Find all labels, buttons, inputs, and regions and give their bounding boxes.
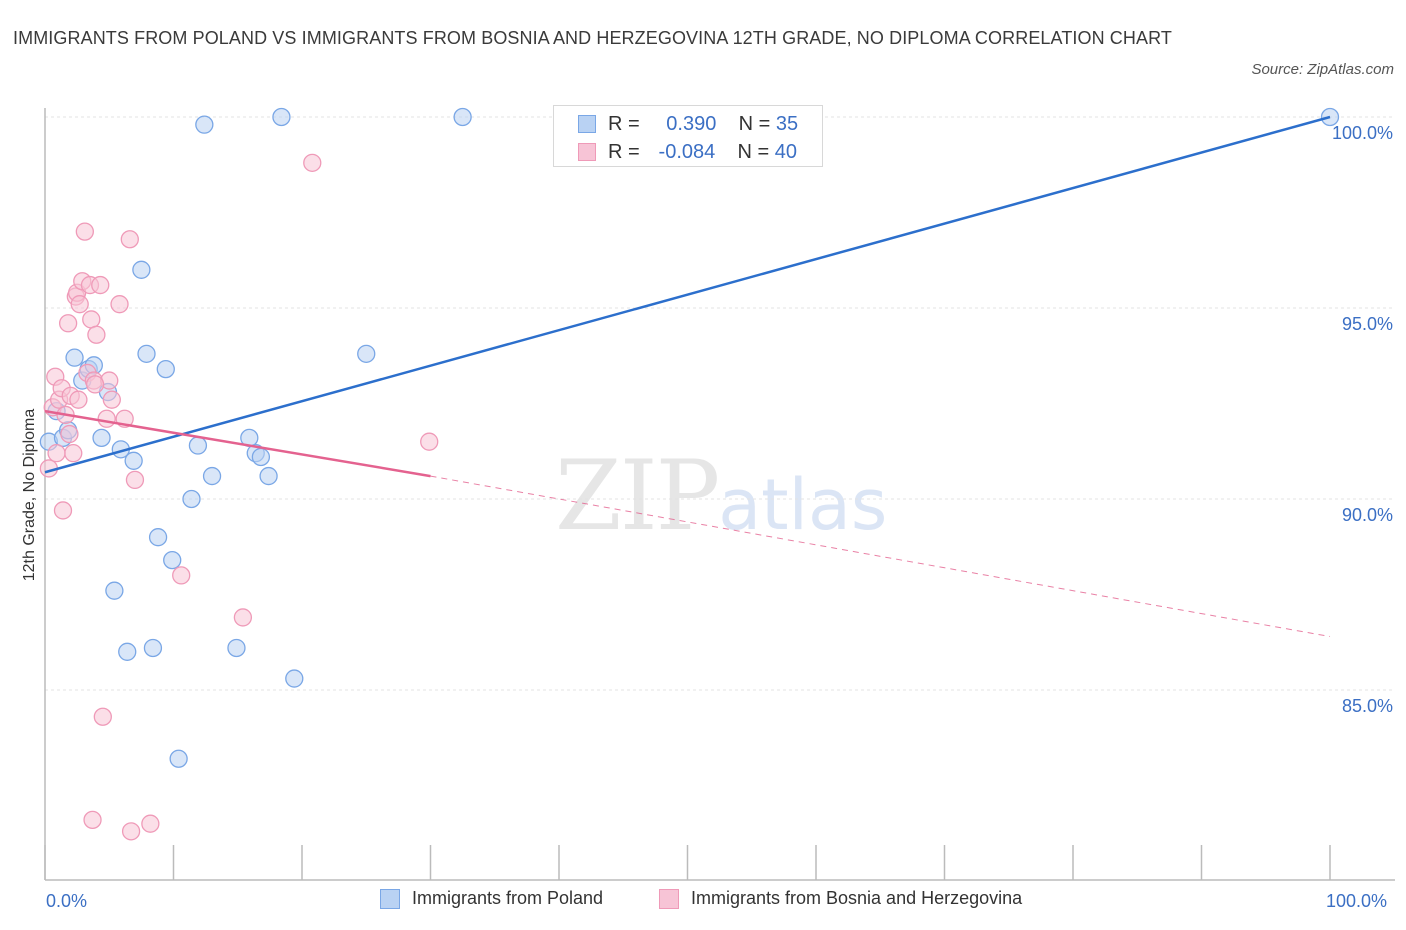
stats-row-poland: R = 0.390 N = 35: [578, 110, 798, 138]
poland-point: [132, 260, 151, 279]
bosnia-point: [93, 707, 112, 726]
poland-point: [357, 344, 376, 363]
bosnia-point: [60, 424, 79, 444]
y-tick-label: 90.0%: [1342, 505, 1393, 525]
poland-point: [163, 550, 182, 570]
bosnia-point: [64, 444, 83, 463]
x-tick-label-max: 100.0%: [1326, 891, 1388, 911]
poland-point: [124, 451, 143, 470]
poland-trend-line: [44, 115, 1331, 474]
legend-label-poland: Immigrants from Poland: [412, 888, 604, 908]
poland-point: [105, 581, 124, 600]
poland-point: [118, 642, 137, 661]
poland-point: [259, 466, 278, 486]
poland-r-value: 0.390: [666, 112, 717, 135]
legend-swatch-bosnia: [659, 888, 679, 909]
bosnia-point: [70, 295, 89, 314]
poland-n-label: N =: [738, 112, 771, 135]
y-tick-label: 95.0%: [1342, 314, 1393, 334]
poland-point: [202, 466, 222, 486]
x-tick-label-min: 0.0%: [46, 891, 88, 911]
y-tick-label: 85.0%: [1342, 696, 1393, 716]
bosnia-point: [303, 153, 322, 172]
y-tick-label: 100.0%: [1332, 123, 1393, 143]
bosnia-point: [91, 275, 110, 295]
bosnia-point: [141, 814, 160, 833]
poland-swatch: [578, 115, 596, 133]
bosnia-n-value: 40: [774, 140, 797, 163]
bosnia-r-value: -0.084: [658, 140, 716, 163]
bosnia-trend-extension: [430, 475, 1331, 638]
bosnia-point: [420, 432, 439, 451]
bosnia-point: [172, 566, 191, 585]
watermark: ZIPatlas: [555, 440, 888, 552]
poland-point: [137, 344, 156, 363]
series-legend: Immigrants from Poland Immigrants from B…: [0, 888, 1406, 916]
legend-swatch-poland: [380, 888, 400, 909]
bosnia-point: [97, 409, 116, 428]
poland-r-label: R =: [608, 112, 640, 135]
poland-point: [251, 447, 271, 467]
bosnia-point: [75, 222, 94, 241]
bosnia-point: [120, 230, 139, 249]
bosnia-r-label: R =: [608, 140, 640, 163]
poland-point: [272, 107, 291, 127]
bosnia-point: [83, 810, 102, 830]
chart-title: IMMIGRANTS FROM POLAND VS IMMIGRANTS FRO…: [13, 28, 1172, 48]
poland-n-value: 35: [775, 112, 799, 135]
poland-point: [182, 489, 201, 509]
bosnia-point: [82, 310, 101, 329]
bosnia-point: [69, 390, 88, 409]
poland-point: [453, 107, 472, 127]
poland-point: [188, 436, 208, 455]
bosnia-point: [58, 314, 78, 333]
bosnia-point: [47, 444, 66, 463]
poland-point: [143, 638, 163, 658]
bosnia-point: [233, 608, 253, 627]
bosnia-swatch: [578, 143, 596, 161]
stats-legend: R = 0.390 N = 35 R = -0.084 N = 40: [553, 105, 823, 167]
bosnia-point: [121, 822, 141, 841]
bosnia-point: [53, 501, 73, 520]
legend-item-poland[interactable]: Immigrants from Poland: [380, 888, 603, 909]
legend-item-bosnia[interactable]: Immigrants from Bosnia and Herzegovina: [659, 888, 1022, 909]
poland-point: [169, 749, 188, 768]
chart-source: Source: ZipAtlas.com: [1251, 61, 1394, 78]
bosnia-point: [85, 375, 105, 394]
bosnia-point: [102, 390, 121, 409]
bosnia-point: [110, 295, 129, 314]
bosnia-n-label: N =: [737, 140, 770, 163]
legend-label-bosnia: Immigrants from Bosnia and Herzegovina: [691, 888, 1023, 908]
bosnia-point: [87, 325, 106, 344]
poland-point: [92, 428, 111, 448]
stats-row-bosnia: R = -0.084 N = 40: [578, 138, 797, 166]
poland-point: [227, 638, 246, 658]
poland-point: [156, 359, 175, 379]
poland-point: [148, 528, 168, 547]
poland-point: [65, 348, 84, 367]
poland-point: [285, 669, 304, 688]
bosnia-trend-line: [44, 409, 431, 478]
poland-point: [195, 115, 214, 134]
bosnia-point: [125, 470, 145, 490]
